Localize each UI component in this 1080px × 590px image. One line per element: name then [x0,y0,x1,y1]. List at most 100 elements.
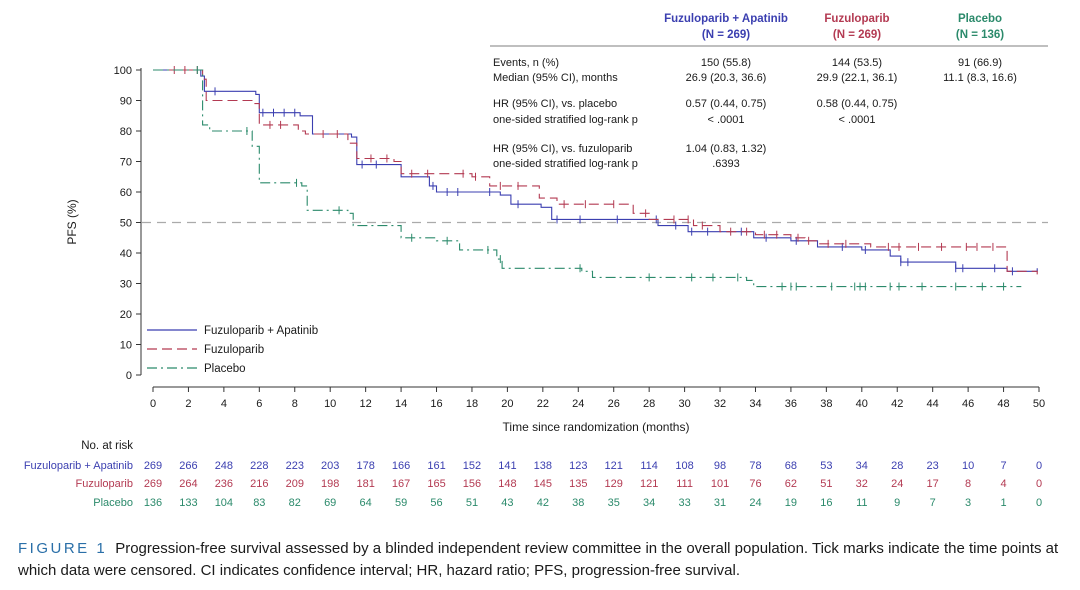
figure-caption: FIGURE 1 Progression-free survival assess… [18,538,1064,582]
risk-value: 145 [534,478,552,490]
x-tick-label: 6 [256,398,262,410]
risk-table: No. at risk Fuzuloparib + Apatinib 269 266 2… [24,440,1042,509]
risk-value: 152 [463,460,481,472]
kaplan-meier-chart: Fuzuloparib + Apatinib (N = 269) Fuzulopar… [24,13,1048,509]
risk-value: 83 [253,497,265,509]
risk-value: 0 [1036,497,1042,509]
risk-value: 198 [321,478,339,490]
x-tick-label: 28 [643,398,655,410]
risk-value: 19 [785,497,797,509]
stats-header-name: Placebo [958,13,1002,25]
x-tick-label: 44 [927,398,939,410]
y-tick-label: 40 [120,248,132,260]
x-tick-label: 2 [185,398,191,410]
x-tick-label: 46 [962,398,974,410]
risk-value: 33 [678,497,690,509]
legend-label: Fuzuloparib + Apatinib [204,325,318,337]
risk-value: 161 [427,460,445,472]
y-tick-label: 90 [120,96,132,108]
stats-row-label: Median (95% CI), months [493,72,618,84]
risk-value: 56 [430,497,442,509]
risk-value: 32 [856,478,868,490]
stats-row-value: 29.9 (22.1, 36.1) [817,72,898,84]
risk-value: 228 [250,460,268,472]
stats-row-label: one-sided stratified log-rank p [493,114,638,126]
risk-value: 34 [856,460,868,472]
risk-row-label: Placebo [93,497,133,509]
y-tick-label: 10 [120,340,132,352]
x-tick-label: 38 [820,398,832,410]
x-tick-label: 14 [395,398,407,410]
risk-value: 129 [605,478,623,490]
y-tick-label: 80 [120,126,132,138]
risk-value: 236 [215,478,233,490]
stats-header: Fuzuloparib + Apatinib (N = 269) Fuzulopar… [664,13,1004,41]
risk-value: 62 [785,478,797,490]
risk-value: 141 [498,460,516,472]
risk-value: 3 [965,497,971,509]
stats-row-value: 26.9 (20.3, 36.6) [686,72,767,84]
stats-row-value: < .0001 [838,114,875,126]
risk-value: 9 [894,497,900,509]
risk-value: 7 [1000,460,1006,472]
risk-value: 38 [572,497,584,509]
risk-value: 69 [324,497,336,509]
risk-value: 216 [250,478,268,490]
risk-value: 8 [965,478,971,490]
stats-row-value: .6393 [712,158,740,170]
risk-value: 98 [714,460,726,472]
risk-value: 101 [711,478,729,490]
stats-row-label: one-sided stratified log-rank p [493,158,638,170]
risk-value: 43 [501,497,513,509]
survival-curve-0 [153,69,1038,272]
risk-value: 0 [1036,460,1042,472]
risk-value: 108 [675,460,693,472]
stats-row-value: < .0001 [707,114,744,126]
risk-value: 10 [962,460,974,472]
x-tick-label: 24 [572,398,584,410]
y-tick-label: 20 [120,309,132,321]
stats-header-n: (N = 269) [702,29,750,41]
risk-value: 24 [749,497,761,509]
risk-value: 111 [676,478,693,490]
stats-header-n: (N = 136) [956,29,1004,41]
risk-value: 0 [1036,478,1042,490]
risk-value: 123 [569,460,587,472]
risk-value: 53 [820,460,832,472]
risk-value: 68 [785,460,797,472]
risk-value: 136 [144,497,162,509]
x-tick-label: 22 [537,398,549,410]
stats-row-value: 0.57 (0.44, 0.75) [686,98,767,110]
risk-value: 209 [286,478,304,490]
risk-value: 165 [427,478,445,490]
figure-label: FIGURE 1 [18,540,108,557]
risk-value: 181 [356,478,374,490]
risk-value: 34 [643,497,655,509]
x-tick-label: 4 [221,398,227,410]
legend-label: Placebo [204,363,246,375]
x-tick-label: 34 [749,398,761,410]
y-tick-label: 30 [120,279,132,291]
risk-value: 223 [286,460,304,472]
stats-row-label: HR (95% CI), vs. fuzuloparib [493,143,632,155]
stats-header-n: (N = 269) [833,29,881,41]
survival-curve-1 [153,69,1038,275]
x-tick-label: 32 [714,398,726,410]
risk-value: 266 [179,460,197,472]
y-tick-label: 50 [120,218,132,230]
risk-value: 31 [714,497,726,509]
y-tick-label: 0 [126,370,132,382]
stats-row-label: HR (95% CI), vs. placebo [493,98,617,110]
y-tick-label: 60 [120,187,132,199]
risk-value: 248 [215,460,233,472]
x-tick-label: 40 [856,398,868,410]
risk-value: 138 [534,460,552,472]
legend: Fuzuloparib + Apatinib Fuzuloparib Placebo [147,325,318,375]
survival-curve-2 [153,69,1022,288]
stats-row-label: Events, n (%) [493,57,559,69]
x-tick-label: 48 [997,398,1009,410]
x-tick-label: 36 [785,398,797,410]
x-tick-label: 30 [678,398,690,410]
risk-value: 76 [749,478,761,490]
risk-value: 166 [392,460,410,472]
